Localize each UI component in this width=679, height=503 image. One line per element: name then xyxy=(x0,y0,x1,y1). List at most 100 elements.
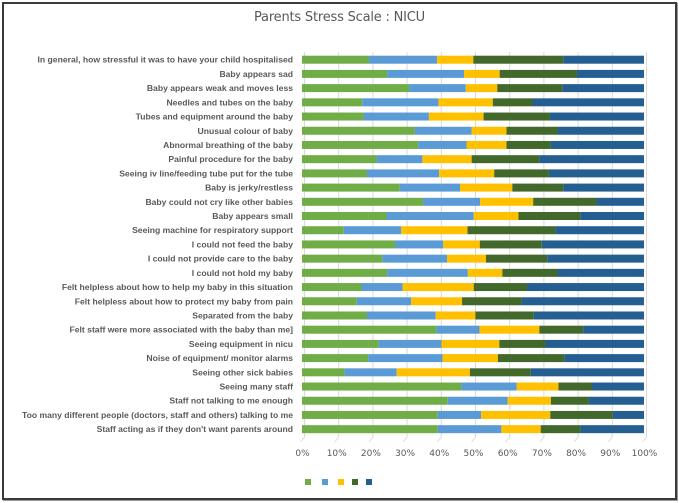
bar-segment-series-3 xyxy=(516,382,559,391)
bar-segment-series-4 xyxy=(499,69,577,78)
bar-segment-series-5 xyxy=(527,283,644,292)
bar-segment-series-4 xyxy=(533,197,597,206)
gridline-foot xyxy=(368,436,374,443)
x-tick-label: 100% xyxy=(632,449,658,459)
category-label: Baby appears sad xyxy=(219,69,293,79)
bar-segment-series-2 xyxy=(423,197,481,206)
bar-segment-series-5 xyxy=(550,140,644,149)
bar-segment-series-5 xyxy=(592,382,644,391)
bar-segment-series-5 xyxy=(564,354,644,363)
bar-segment-series-5 xyxy=(580,425,644,434)
bar-segment-series-2 xyxy=(376,155,423,164)
bar-segment-series-5 xyxy=(557,268,644,277)
category-label: Separated from the baby xyxy=(192,310,293,320)
bar-segment-series-2 xyxy=(437,410,482,419)
bar-segment-series-4 xyxy=(497,84,563,93)
bar-segment-series-5 xyxy=(563,183,644,192)
category-label: Staff not talking to me enough xyxy=(169,396,293,406)
category-label: Felt staff were more associated with the… xyxy=(70,325,294,335)
bar-segment-series-1 xyxy=(302,155,377,164)
category-label: Abnormal breathing of the baby xyxy=(163,140,293,150)
bar-segment-series-1 xyxy=(302,297,357,306)
bar-segment-series-4 xyxy=(506,126,558,135)
bar-segment-series-4 xyxy=(473,283,528,292)
bar-segment-series-3 xyxy=(480,197,534,206)
bars xyxy=(302,55,644,434)
bar-segment-series-2 xyxy=(436,325,480,334)
legend-swatch xyxy=(305,479,311,485)
category-label: I could not feed the baby xyxy=(192,239,293,249)
bar-segment-series-3 xyxy=(402,283,474,292)
bar-segment-series-4 xyxy=(485,254,548,263)
bar-segment-series-5 xyxy=(562,84,644,93)
bar-segment-series-4 xyxy=(550,396,589,405)
bar-segment-series-4 xyxy=(539,325,584,334)
bar-segment-series-4 xyxy=(506,140,551,149)
category-label: Seeing machine for respiratory support xyxy=(132,225,293,235)
gridline-foot xyxy=(334,436,340,443)
bar-segment-series-4 xyxy=(512,183,564,192)
bar-segment-series-2 xyxy=(361,283,403,292)
x-tick-label: 20% xyxy=(361,449,381,459)
bar-segment-series-1 xyxy=(302,311,367,320)
bar-segment-series-2 xyxy=(418,140,467,149)
bar-segment-series-1 xyxy=(302,112,364,121)
bar-segment-series-3 xyxy=(471,126,507,135)
bar-segment-series-3 xyxy=(464,69,500,78)
bar-segment-series-5 xyxy=(549,112,644,121)
bar-segment-series-1 xyxy=(302,268,388,277)
bar-segment-series-4 xyxy=(469,368,531,377)
bar-segment-series-1 xyxy=(302,212,387,221)
bar-segment-series-1 xyxy=(302,69,388,78)
x-tick-label: 70% xyxy=(532,449,552,459)
category-label: Tubes and equipment around the baby xyxy=(136,112,294,122)
bar-segment-series-5 xyxy=(521,297,644,306)
bar-segment-series-1 xyxy=(302,283,362,292)
chart-title: Parents Stress Scale : NICU xyxy=(254,10,425,25)
legend-swatch xyxy=(338,479,344,485)
bar-segment-series-1 xyxy=(302,410,438,419)
bar-segment-series-1 xyxy=(302,354,369,363)
bar-segment-series-3 xyxy=(481,410,551,419)
legend-swatch xyxy=(322,479,328,485)
bar-segment-series-4 xyxy=(499,339,546,348)
bar-segment-series-4 xyxy=(467,226,556,235)
category-label: Baby appears small xyxy=(212,211,293,221)
bar-segment-series-1 xyxy=(302,183,400,192)
bar-segment-series-1 xyxy=(302,140,419,149)
category-label: Seeing other sick babies xyxy=(192,367,293,377)
bar-segment-series-2 xyxy=(344,368,397,377)
bar-segment-series-1 xyxy=(302,425,438,434)
bar-segment-series-3 xyxy=(422,155,472,164)
x-tick-label: 50% xyxy=(463,449,483,459)
bar-segment-series-2 xyxy=(366,311,436,320)
bar-segment-series-4 xyxy=(518,212,581,221)
x-tick-label: 0% xyxy=(295,449,310,459)
gridline-foot xyxy=(642,436,647,443)
category-label: Felt helpless about how to protect my ba… xyxy=(75,296,293,306)
bar-segment-series-2 xyxy=(356,297,412,306)
bar-segment-series-1 xyxy=(302,226,344,235)
bar-segment-series-3 xyxy=(473,212,519,221)
bar-segment-series-5 xyxy=(588,396,644,405)
bar-segment-series-3 xyxy=(460,183,513,192)
category-label: I could not hold my baby xyxy=(192,268,293,278)
gridline-foot xyxy=(436,436,442,443)
bar-segment-series-2 xyxy=(447,396,508,405)
bar-segment-series-2 xyxy=(368,354,443,363)
x-tick-label: 40% xyxy=(429,449,449,459)
bar-segment-series-3 xyxy=(401,226,468,235)
bar-segment-series-3 xyxy=(428,112,484,121)
bar-segment-series-3 xyxy=(507,396,551,405)
bar-segment-series-1 xyxy=(302,339,379,348)
bar-segment-series-5 xyxy=(547,254,644,263)
bar-segment-series-2 xyxy=(437,425,502,434)
bar-segment-series-2 xyxy=(343,226,402,235)
bar-segment-series-1 xyxy=(302,84,410,93)
bar-segment-series-3 xyxy=(442,354,498,363)
bar-segment-series-5 xyxy=(596,197,644,206)
bar-segment-series-2 xyxy=(387,268,468,277)
category-label: Painful procedure for the baby xyxy=(168,154,293,164)
gridline-foot xyxy=(300,436,305,443)
